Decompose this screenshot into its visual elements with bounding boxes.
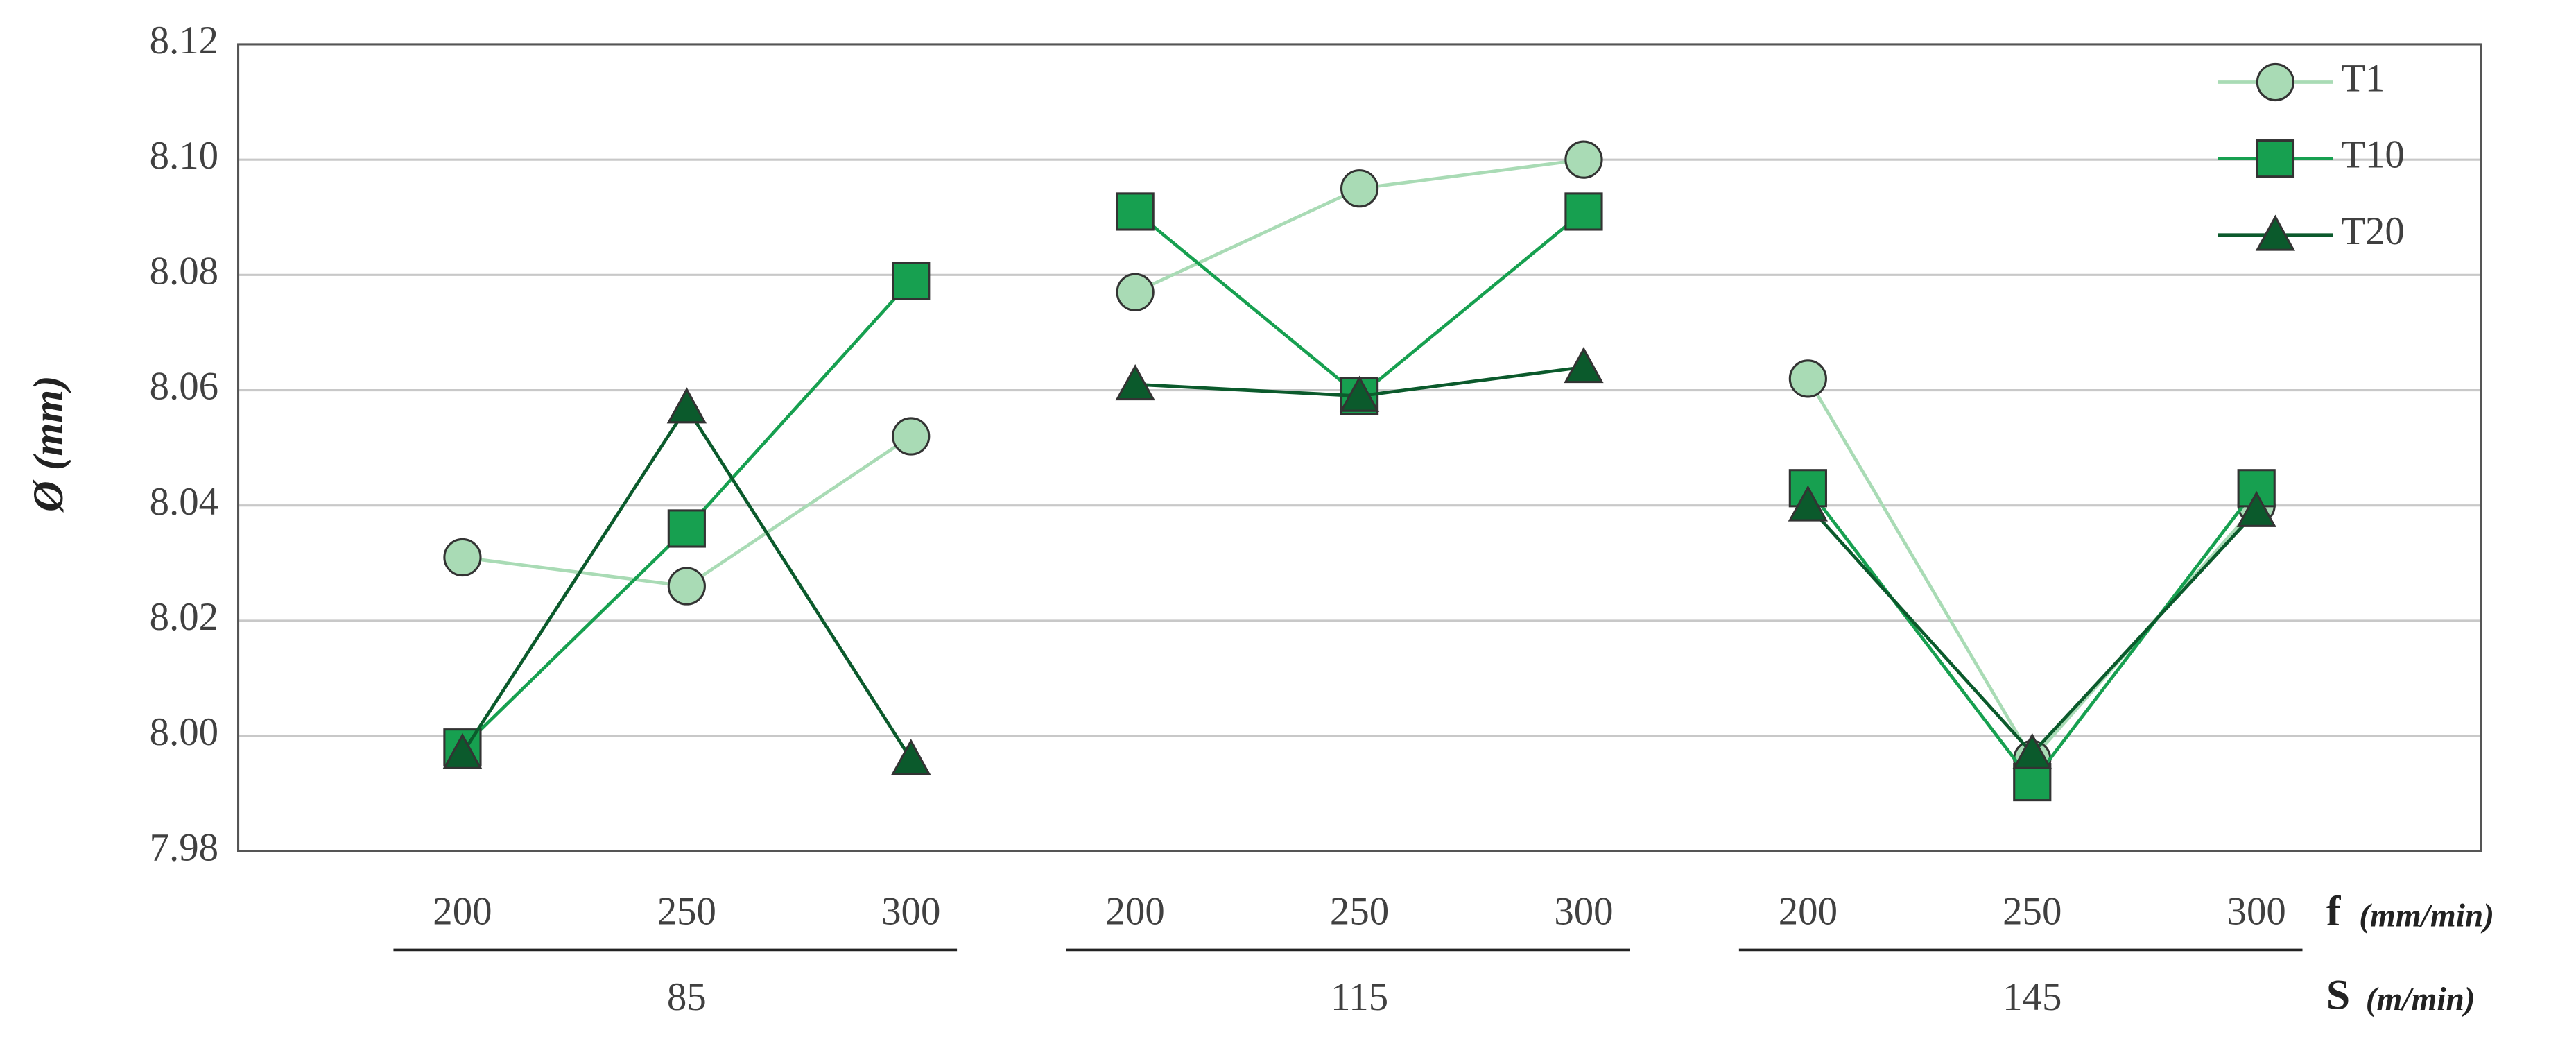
x-tick-label: 250 (2003, 890, 2061, 934)
x-tick-label: 200 (433, 890, 492, 934)
y-tick-label: 8.12 (150, 19, 219, 62)
marker (1340, 169, 1379, 208)
marker (1788, 485, 1829, 522)
marker (667, 567, 706, 606)
marker (2255, 214, 2296, 251)
marker (892, 262, 931, 300)
marker (442, 732, 483, 769)
marker (1115, 363, 1155, 401)
x-axis-unit: (mm/min) (2359, 898, 2494, 934)
x-axis-symbol: f (2326, 888, 2342, 935)
x-tick-label: 200 (1106, 890, 1165, 934)
y-tick-label: 8.04 (150, 480, 219, 524)
group-label: 115 (1331, 975, 1388, 1019)
marker (667, 509, 706, 548)
series-line (1134, 210, 1585, 398)
plot-frame (237, 43, 2482, 852)
marker (2256, 139, 2295, 178)
marker (666, 387, 707, 424)
x-tick-label: 250 (1330, 890, 1389, 934)
y-tick-label: 8.08 (150, 249, 219, 293)
marker (2236, 490, 2276, 527)
legend-label: T10 (2341, 133, 2405, 177)
y-tick-label: 8.06 (150, 365, 219, 409)
marker (1564, 347, 1604, 384)
marker (1116, 273, 1155, 311)
marker (2012, 732, 2052, 769)
marker (1116, 192, 1155, 231)
marker (1564, 192, 1603, 231)
x-tick-label: 200 (1779, 890, 1838, 934)
y-tick-label: 7.98 (150, 825, 219, 869)
legend-label: T20 (2341, 209, 2405, 253)
marker (1788, 359, 1827, 398)
marker (443, 538, 482, 577)
marker (1564, 140, 1603, 179)
marker (2256, 62, 2295, 102)
x-tick-label: 300 (2227, 890, 2286, 934)
marker (891, 739, 931, 775)
marker (2013, 762, 2052, 802)
y-tick-label: 8.02 (150, 595, 219, 639)
x-tick-label: 300 (1554, 890, 1613, 934)
marker (892, 417, 931, 456)
group-axis-unit: (m/min) (2366, 982, 2475, 1018)
group-label: 145 (2003, 975, 2061, 1019)
series-line (1806, 504, 2258, 756)
group-label: 85 (667, 975, 707, 1019)
series-line (1806, 377, 2258, 762)
y-axis-label: Ø (mm) (25, 375, 72, 513)
x-tick-label: 250 (657, 890, 716, 934)
x-tick-label: 300 (881, 890, 940, 934)
legend-label: T1 (2341, 57, 2385, 101)
y-tick-label: 8.00 (150, 710, 219, 754)
marker (1339, 375, 1380, 412)
group-axis-symbol: S (2326, 972, 2350, 1019)
y-tick-label: 8.10 (150, 134, 219, 178)
